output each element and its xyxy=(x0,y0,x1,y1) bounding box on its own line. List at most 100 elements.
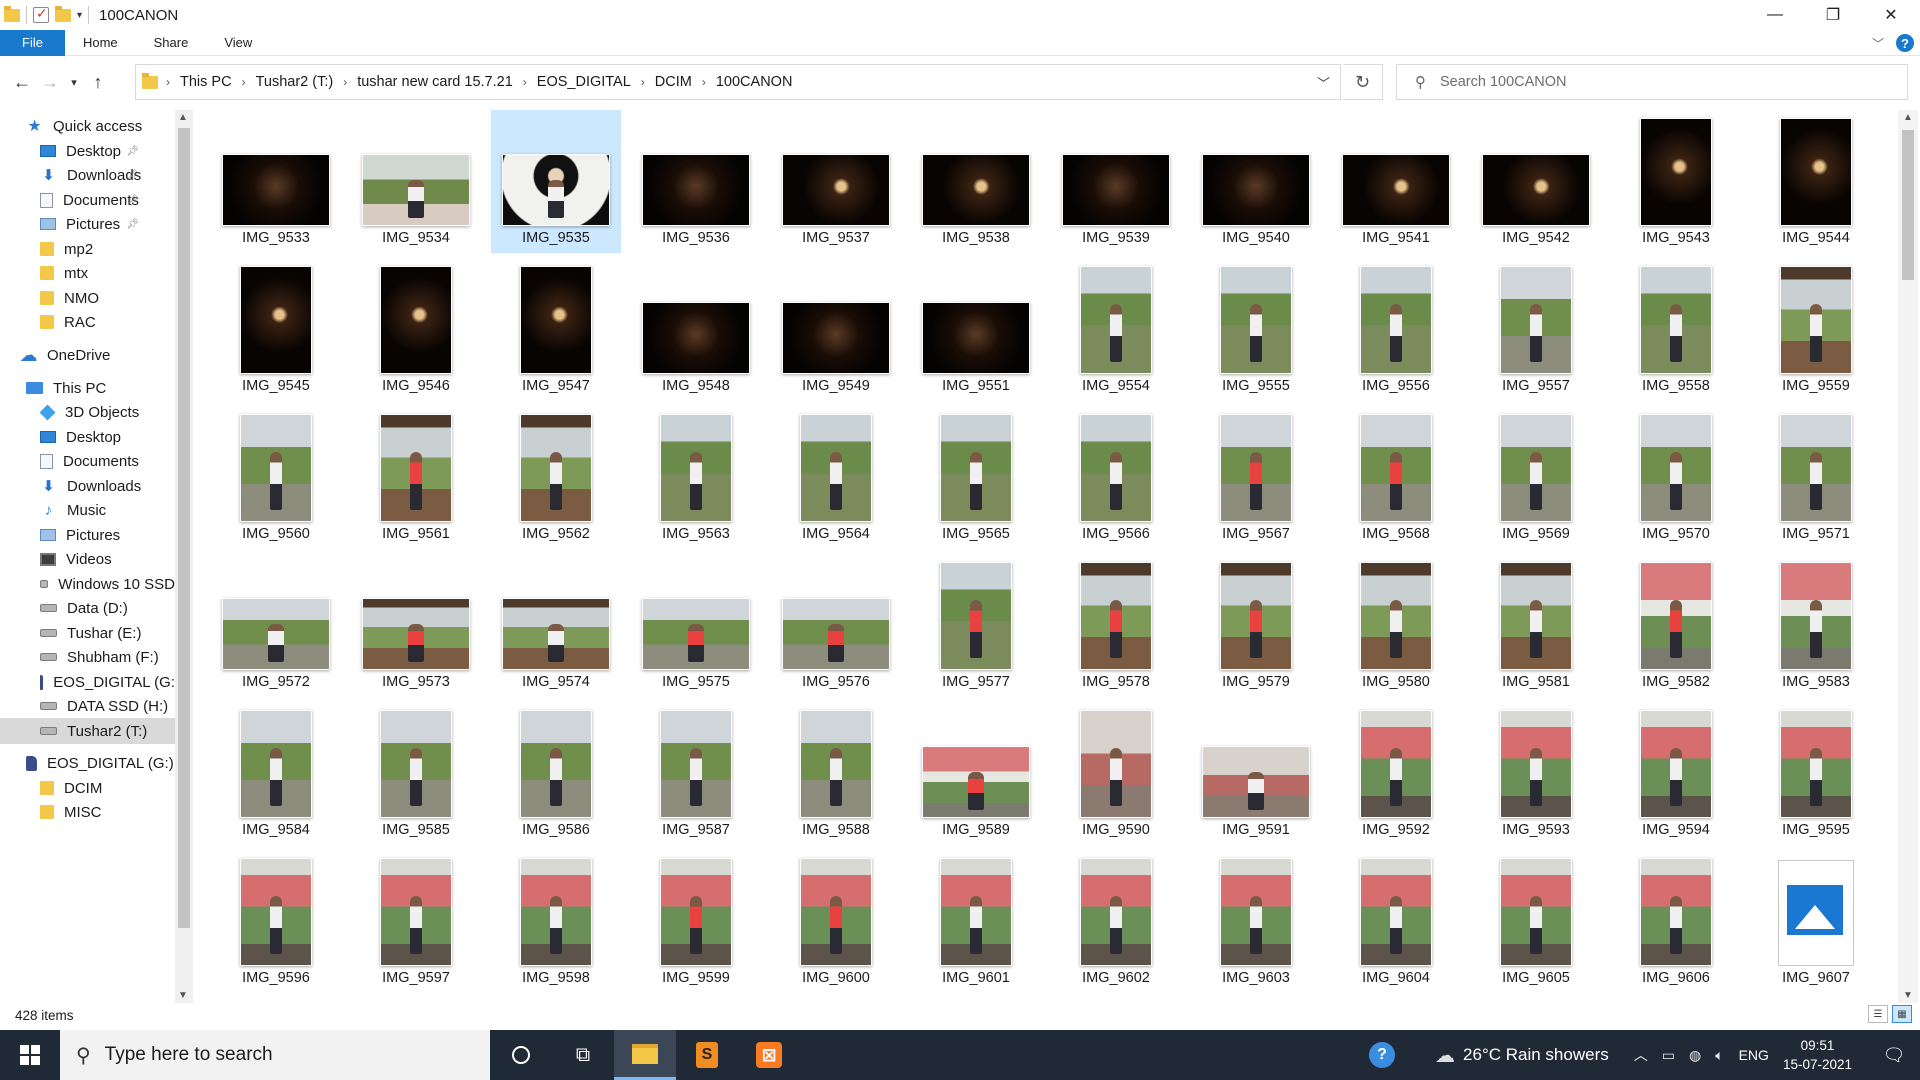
main-scroll-thumb[interactable] xyxy=(1902,130,1914,280)
file-item[interactable]: IMG_9568 xyxy=(1331,404,1461,549)
sidebar-item[interactable]: 3D Objects xyxy=(0,399,175,425)
file-item[interactable]: IMG_9585 xyxy=(351,700,481,845)
file-item[interactable]: IMG_9539 xyxy=(1051,110,1181,253)
file-item[interactable]: IMG_9588 xyxy=(771,700,901,845)
file-item[interactable]: IMG_9556 xyxy=(1331,256,1461,401)
weather-widget[interactable]: 26°C Rain showers xyxy=(1463,1045,1609,1065)
file-item[interactable]: IMG_9541 xyxy=(1331,110,1461,253)
file-item[interactable]: IMG_9544 xyxy=(1751,110,1881,253)
tab-view[interactable]: View xyxy=(206,30,270,56)
help-icon[interactable]: ? xyxy=(1896,34,1914,52)
file-item[interactable]: IMG_9548 xyxy=(631,256,761,401)
file-item[interactable]: IMG_9600 xyxy=(771,848,901,993)
file-item[interactable]: IMG_9571 xyxy=(1751,404,1881,549)
file-item[interactable]: IMG_9596 xyxy=(211,848,341,993)
cortana-button[interactable] xyxy=(490,1030,552,1080)
breadcrumb-eos-digital[interactable]: EOS_DIGITAL xyxy=(537,74,631,90)
chevron-right-icon[interactable]: › xyxy=(242,75,246,89)
file-item[interactable]: IMG_9535 xyxy=(491,110,621,253)
file-item[interactable]: IMG_9576 xyxy=(771,552,901,697)
file-item[interactable]: IMG_9565 xyxy=(911,404,1041,549)
get-help-icon[interactable]: ? xyxy=(1369,1042,1395,1068)
file-item[interactable]: IMG_9551 xyxy=(911,256,1041,401)
file-item[interactable]: IMG_9586 xyxy=(491,700,621,845)
pin-icon[interactable]: 📌︎ xyxy=(126,146,139,157)
file-explorer-taskbar-button[interactable] xyxy=(614,1030,676,1080)
sidebar-item[interactable]: DCIM xyxy=(0,775,175,801)
file-item[interactable]: IMG_9543 xyxy=(1611,110,1741,253)
breadcrumb-card-folder[interactable]: tushar new card 15.7.21 xyxy=(357,74,513,90)
file-item[interactable]: IMG_9579 xyxy=(1191,552,1321,697)
maximize-button[interactable]: ❐ xyxy=(1804,0,1862,30)
language-indicator[interactable]: ENG xyxy=(1739,1047,1769,1063)
volume-icon[interactable]: 🔈︎ xyxy=(1715,1047,1723,1064)
sidebar-item[interactable]: Videos xyxy=(0,546,175,572)
file-item[interactable]: IMG_9575 xyxy=(631,552,761,697)
file-item[interactable]: IMG_9563 xyxy=(631,404,761,549)
file-item[interactable]: IMG_9545 xyxy=(211,256,341,401)
file-item[interactable]: IMG_9562 xyxy=(491,404,621,549)
file-item[interactable]: IMG_9574 xyxy=(491,552,621,697)
file-item[interactable]: IMG_9583 xyxy=(1751,552,1881,697)
sidebar-item[interactable]: ⬇ Downloads xyxy=(0,473,175,499)
file-item[interactable]: IMG_9559 xyxy=(1751,256,1881,401)
file-item[interactable]: IMG_9567 xyxy=(1191,404,1321,549)
refresh-button[interactable]: ↻ xyxy=(1343,64,1383,100)
file-item[interactable]: IMG_9604 xyxy=(1331,848,1461,993)
breadcrumb-dcim[interactable]: DCIM xyxy=(655,74,692,90)
scroll-down-icon[interactable]: ▼ xyxy=(1903,990,1913,1001)
file-item[interactable]: IMG_9607 xyxy=(1751,848,1881,993)
large-icons-view-button[interactable]: ▦ xyxy=(1892,1005,1912,1023)
file-item[interactable]: IMG_9591 xyxy=(1191,700,1321,845)
minimize-button[interactable]: — xyxy=(1746,0,1804,30)
sidebar-item[interactable]: Documents 📌︎ xyxy=(0,187,175,213)
properties-icon[interactable] xyxy=(33,7,49,23)
sidebar-item[interactable]: DATA SSD (H:) xyxy=(0,693,175,719)
file-item[interactable]: IMG_9555 xyxy=(1191,256,1321,401)
scroll-down-icon[interactable]: ▼ xyxy=(178,990,188,1001)
file-item[interactable]: IMG_9594 xyxy=(1611,700,1741,845)
file-item[interactable]: IMG_9592 xyxy=(1331,700,1461,845)
file-item[interactable]: IMG_9560 xyxy=(211,404,341,549)
file-item[interactable]: IMG_9590 xyxy=(1051,700,1181,845)
file-item[interactable]: IMG_9533 xyxy=(211,110,341,253)
sidebar-item[interactable]: ★ Quick access xyxy=(0,113,175,139)
file-item[interactable]: IMG_9573 xyxy=(351,552,481,697)
address-bar[interactable]: › This PC › Tushar2 (T:) › tushar new ca… xyxy=(135,64,1341,100)
file-item[interactable]: IMG_9554 xyxy=(1051,256,1181,401)
xampp-taskbar-button[interactable]: ⊠ xyxy=(738,1030,800,1080)
file-item[interactable]: IMG_9601 xyxy=(911,848,1041,993)
pin-icon[interactable]: 📌︎ xyxy=(126,195,139,206)
chevron-down-icon[interactable]: ﹀ xyxy=(1317,73,1330,92)
chevron-right-icon[interactable]: › xyxy=(166,75,170,89)
sidebar-item[interactable]: Documents xyxy=(0,448,175,474)
sidebar-item[interactable]: ☁ OneDrive xyxy=(0,342,175,368)
notification-center-icon[interactable]: 🗨︎ xyxy=(1874,1045,1914,1066)
close-button[interactable]: ✕ xyxy=(1862,0,1920,30)
expand-ribbon-icon[interactable]: ﹀ xyxy=(1872,35,1884,52)
sidebar-item[interactable]: Desktop xyxy=(0,424,175,450)
file-item[interactable]: IMG_9606 xyxy=(1611,848,1741,993)
file-item[interactable]: IMG_9558 xyxy=(1611,256,1741,401)
sidebar-item[interactable]: Tushar2 (T:) xyxy=(0,718,175,744)
breadcrumb-tushar2[interactable]: Tushar2 (T:) xyxy=(256,74,334,90)
file-item[interactable]: IMG_9581 xyxy=(1471,552,1601,697)
recent-locations-button[interactable]: ▾ xyxy=(64,66,84,98)
tab-share[interactable]: Share xyxy=(136,30,207,56)
file-item[interactable]: IMG_9582 xyxy=(1611,552,1741,697)
file-item[interactable]: IMG_9593 xyxy=(1471,700,1601,845)
back-button[interactable]: ← xyxy=(8,66,36,98)
breadcrumb-100canon[interactable]: 100CANON xyxy=(716,74,793,90)
file-item[interactable]: IMG_9546 xyxy=(351,256,481,401)
up-button[interactable]: ↑ xyxy=(84,66,112,98)
file-item[interactable]: IMG_9542 xyxy=(1471,110,1601,253)
file-item[interactable]: IMG_9569 xyxy=(1471,404,1601,549)
sidebar-item[interactable]: MISC xyxy=(0,799,175,825)
main-scrollbar[interactable]: ▲ ▼ xyxy=(1898,110,1918,1003)
sidebar-item[interactable]: Pictures xyxy=(0,522,175,548)
sidebar-item[interactable]: Desktop 📌︎ xyxy=(0,138,175,164)
details-view-button[interactable]: ☰ xyxy=(1868,1005,1888,1023)
breadcrumb-this-pc[interactable]: This PC xyxy=(180,74,232,90)
sidebar-item[interactable]: ⬇ Downloads 📌︎ xyxy=(0,162,175,188)
file-item[interactable]: IMG_9597 xyxy=(351,848,481,993)
